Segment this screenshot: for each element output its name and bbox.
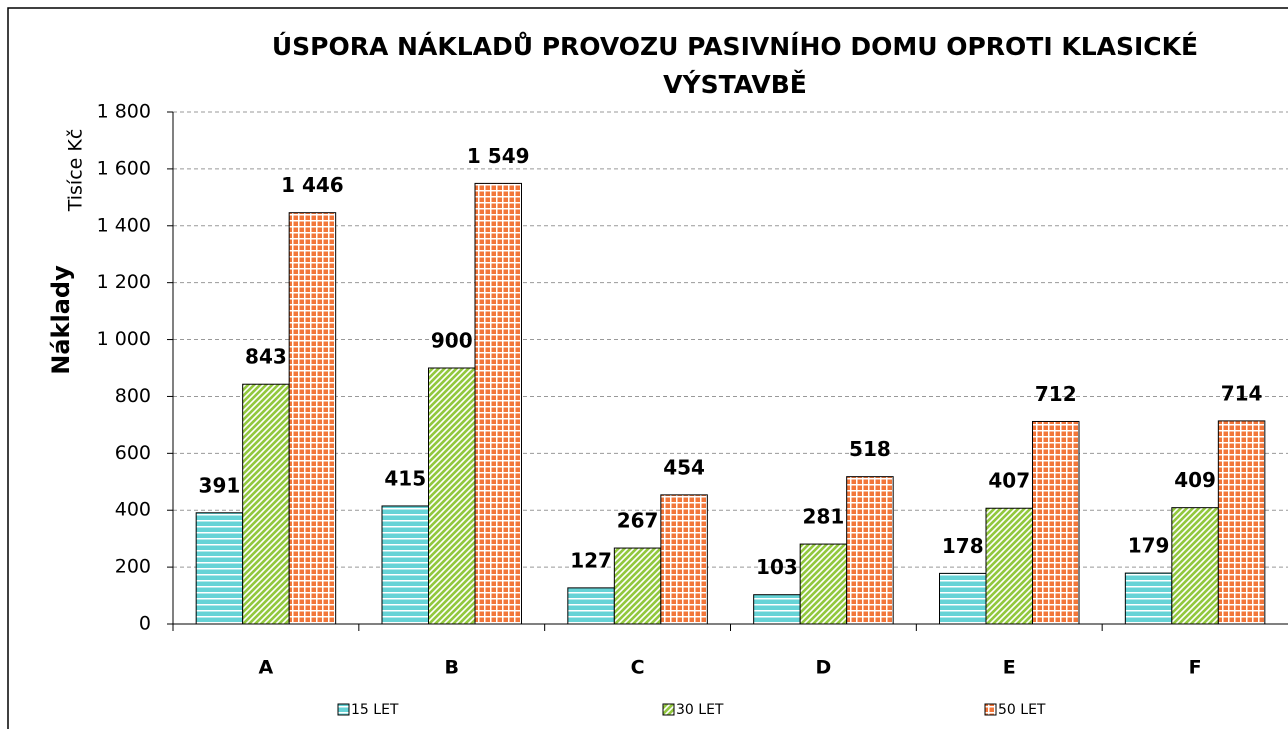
bar bbox=[428, 367, 476, 625]
data-label: 712 bbox=[1035, 382, 1077, 406]
data-label: 179 bbox=[1128, 534, 1170, 558]
bar bbox=[939, 572, 987, 625]
bar bbox=[195, 512, 244, 625]
data-label: 454 bbox=[663, 455, 705, 479]
data-label: 415 bbox=[384, 466, 426, 490]
bar bbox=[753, 594, 801, 625]
data-label: 518 bbox=[849, 437, 891, 461]
x-tick-label: D bbox=[816, 657, 832, 679]
bar bbox=[381, 505, 429, 625]
y-tick-label: 0 bbox=[139, 613, 151, 635]
y-tick-label: 400 bbox=[115, 499, 151, 521]
legend-swatch bbox=[337, 703, 350, 716]
bar bbox=[660, 494, 708, 625]
data-label: 409 bbox=[1174, 468, 1216, 492]
data-label: 281 bbox=[803, 505, 845, 529]
y-axis-title: Náklady bbox=[47, 265, 75, 375]
legend-label: 50 LET bbox=[998, 702, 1046, 718]
data-label: 900 bbox=[431, 329, 473, 353]
chart-border bbox=[7, 7, 1288, 729]
x-tick-label: B bbox=[445, 657, 459, 679]
data-label: 178 bbox=[942, 534, 984, 558]
data-label: 267 bbox=[617, 509, 659, 533]
y-tick-label: 1 000 bbox=[97, 328, 151, 350]
y-tick-label: 800 bbox=[115, 385, 151, 407]
y-tick-label: 1 600 bbox=[97, 157, 151, 179]
bar bbox=[1124, 572, 1173, 625]
legend-swatch bbox=[984, 703, 997, 716]
bar bbox=[846, 476, 894, 625]
bar bbox=[474, 182, 522, 625]
bar bbox=[288, 212, 337, 625]
x-tick-label: A bbox=[259, 657, 274, 679]
x-tick-label: C bbox=[631, 657, 645, 679]
legend-swatch bbox=[662, 703, 675, 716]
bar bbox=[799, 543, 848, 625]
bar bbox=[1171, 507, 1219, 625]
data-label: 843 bbox=[245, 345, 287, 369]
data-label: 1 446 bbox=[281, 173, 344, 197]
x-tick-label: F bbox=[1189, 657, 1202, 679]
y-tick-label: 1 200 bbox=[97, 271, 151, 293]
bar bbox=[613, 547, 662, 625]
bar bbox=[1032, 420, 1080, 625]
bar bbox=[1217, 420, 1266, 625]
y-tick-label: 200 bbox=[115, 556, 151, 578]
data-label: 103 bbox=[756, 555, 798, 579]
data-label: 391 bbox=[199, 473, 241, 497]
data-label: 127 bbox=[570, 548, 612, 572]
legend-label: 30 LET bbox=[676, 702, 724, 718]
y-tick-label: 1 400 bbox=[97, 214, 151, 236]
bar bbox=[567, 587, 615, 625]
chart-title: ÚSPORA NÁKLADŮ PROVOZU PASIVNÍHO DOMU OP… bbox=[271, 32, 1199, 99]
y-axis-unit: Tisíce Kč bbox=[65, 129, 87, 213]
data-label: 1 549 bbox=[467, 144, 530, 168]
bar bbox=[985, 507, 1033, 625]
y-tick-label: 600 bbox=[115, 442, 151, 464]
y-tick-label: 1 800 bbox=[97, 101, 151, 123]
legend-label: 15 LET bbox=[351, 702, 399, 718]
x-tick-label: E bbox=[1003, 657, 1016, 679]
data-label: 407 bbox=[988, 469, 1030, 493]
data-label: 714 bbox=[1221, 381, 1263, 405]
bar bbox=[242, 383, 290, 625]
